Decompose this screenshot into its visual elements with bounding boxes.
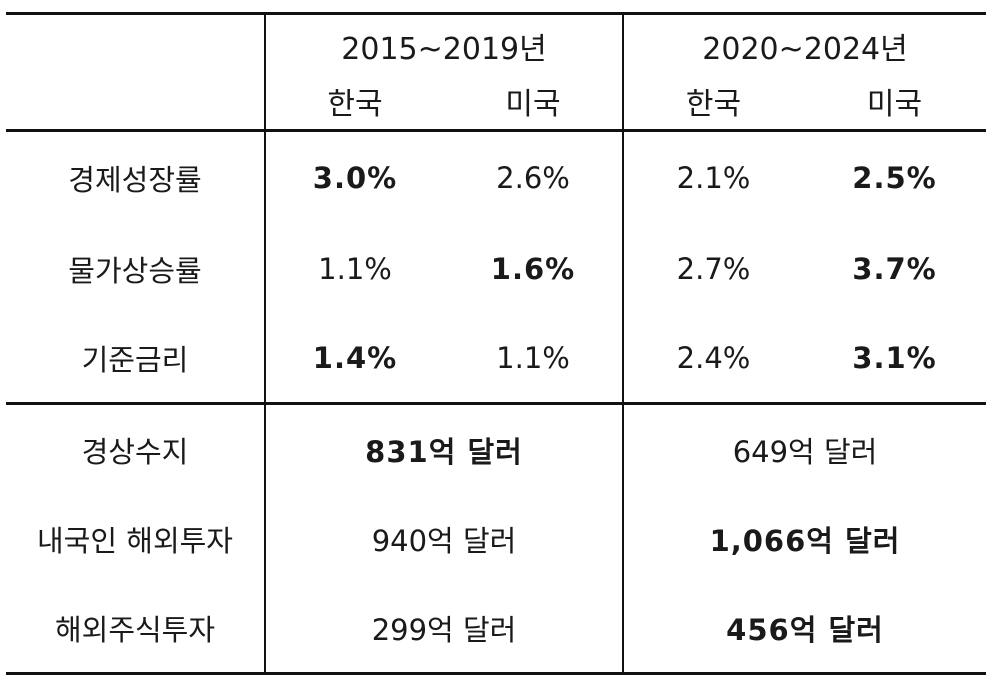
cell-value: 940억 달러 — [265, 494, 624, 583]
header-country-p2-usa: 미국 — [803, 73, 986, 132]
cell-value: 3.7% — [852, 251, 937, 286]
cell-value: 2.6% — [444, 130, 624, 224]
cell-value: 2.1% — [676, 161, 751, 195]
cell-value: 649억 달러 — [732, 434, 878, 469]
table-row-overseas-investment: 내국인 해외투자 940억 달러 1,066억 달러 — [6, 494, 986, 583]
header-corner-cell — [6, 12, 266, 73]
cell-value: 831억 달러 — [265, 403, 624, 494]
table-row-interest-rate: 기준금리 1.4% 1.1% 2.4% 3.1% — [6, 313, 986, 405]
comparison-table-container: 2015~2019년 2020~2024년 한국 미국 한국 미국 경제성장률 … — [6, 12, 986, 675]
row-label: 경제성장률 — [6, 130, 266, 224]
cell-value: 1.4% — [265, 313, 444, 405]
table-row-current-account: 경상수지 831억 달러 649억 달러 — [6, 403, 986, 494]
cell-value: 1.1% — [444, 313, 624, 405]
cell-value: 456억 달러 — [623, 583, 986, 675]
row-label: 경상수지 — [6, 403, 266, 494]
header-corner-cell-lower — [6, 73, 266, 132]
table-row-inflation: 물가상승률 1.1% 1.6% 2.7% 3.7% — [6, 224, 986, 313]
row-label: 물가상승률 — [6, 224, 266, 313]
header-row-periods: 2015~2019년 2020~2024년 — [6, 12, 986, 73]
table-row-overseas-stock-investment: 해외주식투자 299억 달러 456억 달러 — [6, 583, 986, 675]
header-country-p2-korea: 한국 — [623, 73, 803, 132]
cell-value: 1,066억 달러 — [709, 523, 901, 558]
header-period-1: 2015~2019년 — [265, 12, 624, 73]
cell-value: 3.0% — [312, 161, 398, 195]
cell-value: 2.7% — [676, 251, 751, 286]
row-label: 기준금리 — [6, 313, 266, 405]
table-row-growth: 경제성장률 3.0% 2.6% 2.1% 2.5% — [6, 130, 986, 224]
cell-value: 1.1% — [318, 251, 392, 286]
header-country-p1-usa: 미국 — [444, 73, 624, 132]
cell-value: 2.5% — [852, 161, 937, 195]
cell-value: 2.4% — [623, 313, 803, 405]
cell-value: 3.1% — [803, 313, 986, 405]
header-country-p1-korea: 한국 — [265, 73, 444, 132]
header-period-2: 2020~2024년 — [623, 12, 986, 73]
cell-value: 1.6% — [444, 224, 624, 313]
row-label: 해외주식투자 — [6, 583, 266, 675]
cell-value: 299억 달러 — [265, 583, 624, 675]
row-label: 내국인 해외투자 — [6, 494, 266, 583]
comparison-table: 2015~2019년 2020~2024년 한국 미국 한국 미국 경제성장률 … — [6, 12, 986, 675]
header-row-countries: 한국 미국 한국 미국 — [6, 73, 986, 132]
